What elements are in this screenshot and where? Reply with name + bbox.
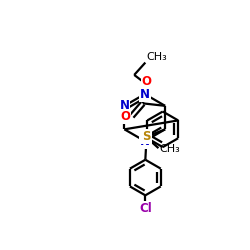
Text: N: N bbox=[140, 88, 150, 101]
Text: O: O bbox=[120, 110, 130, 123]
Text: Cl: Cl bbox=[139, 202, 152, 215]
Text: S: S bbox=[142, 130, 151, 143]
Text: O: O bbox=[142, 75, 152, 88]
Text: N: N bbox=[120, 99, 130, 112]
Text: CH₃: CH₃ bbox=[159, 144, 180, 154]
Text: N: N bbox=[140, 134, 150, 147]
Text: CH₃: CH₃ bbox=[146, 52, 167, 62]
